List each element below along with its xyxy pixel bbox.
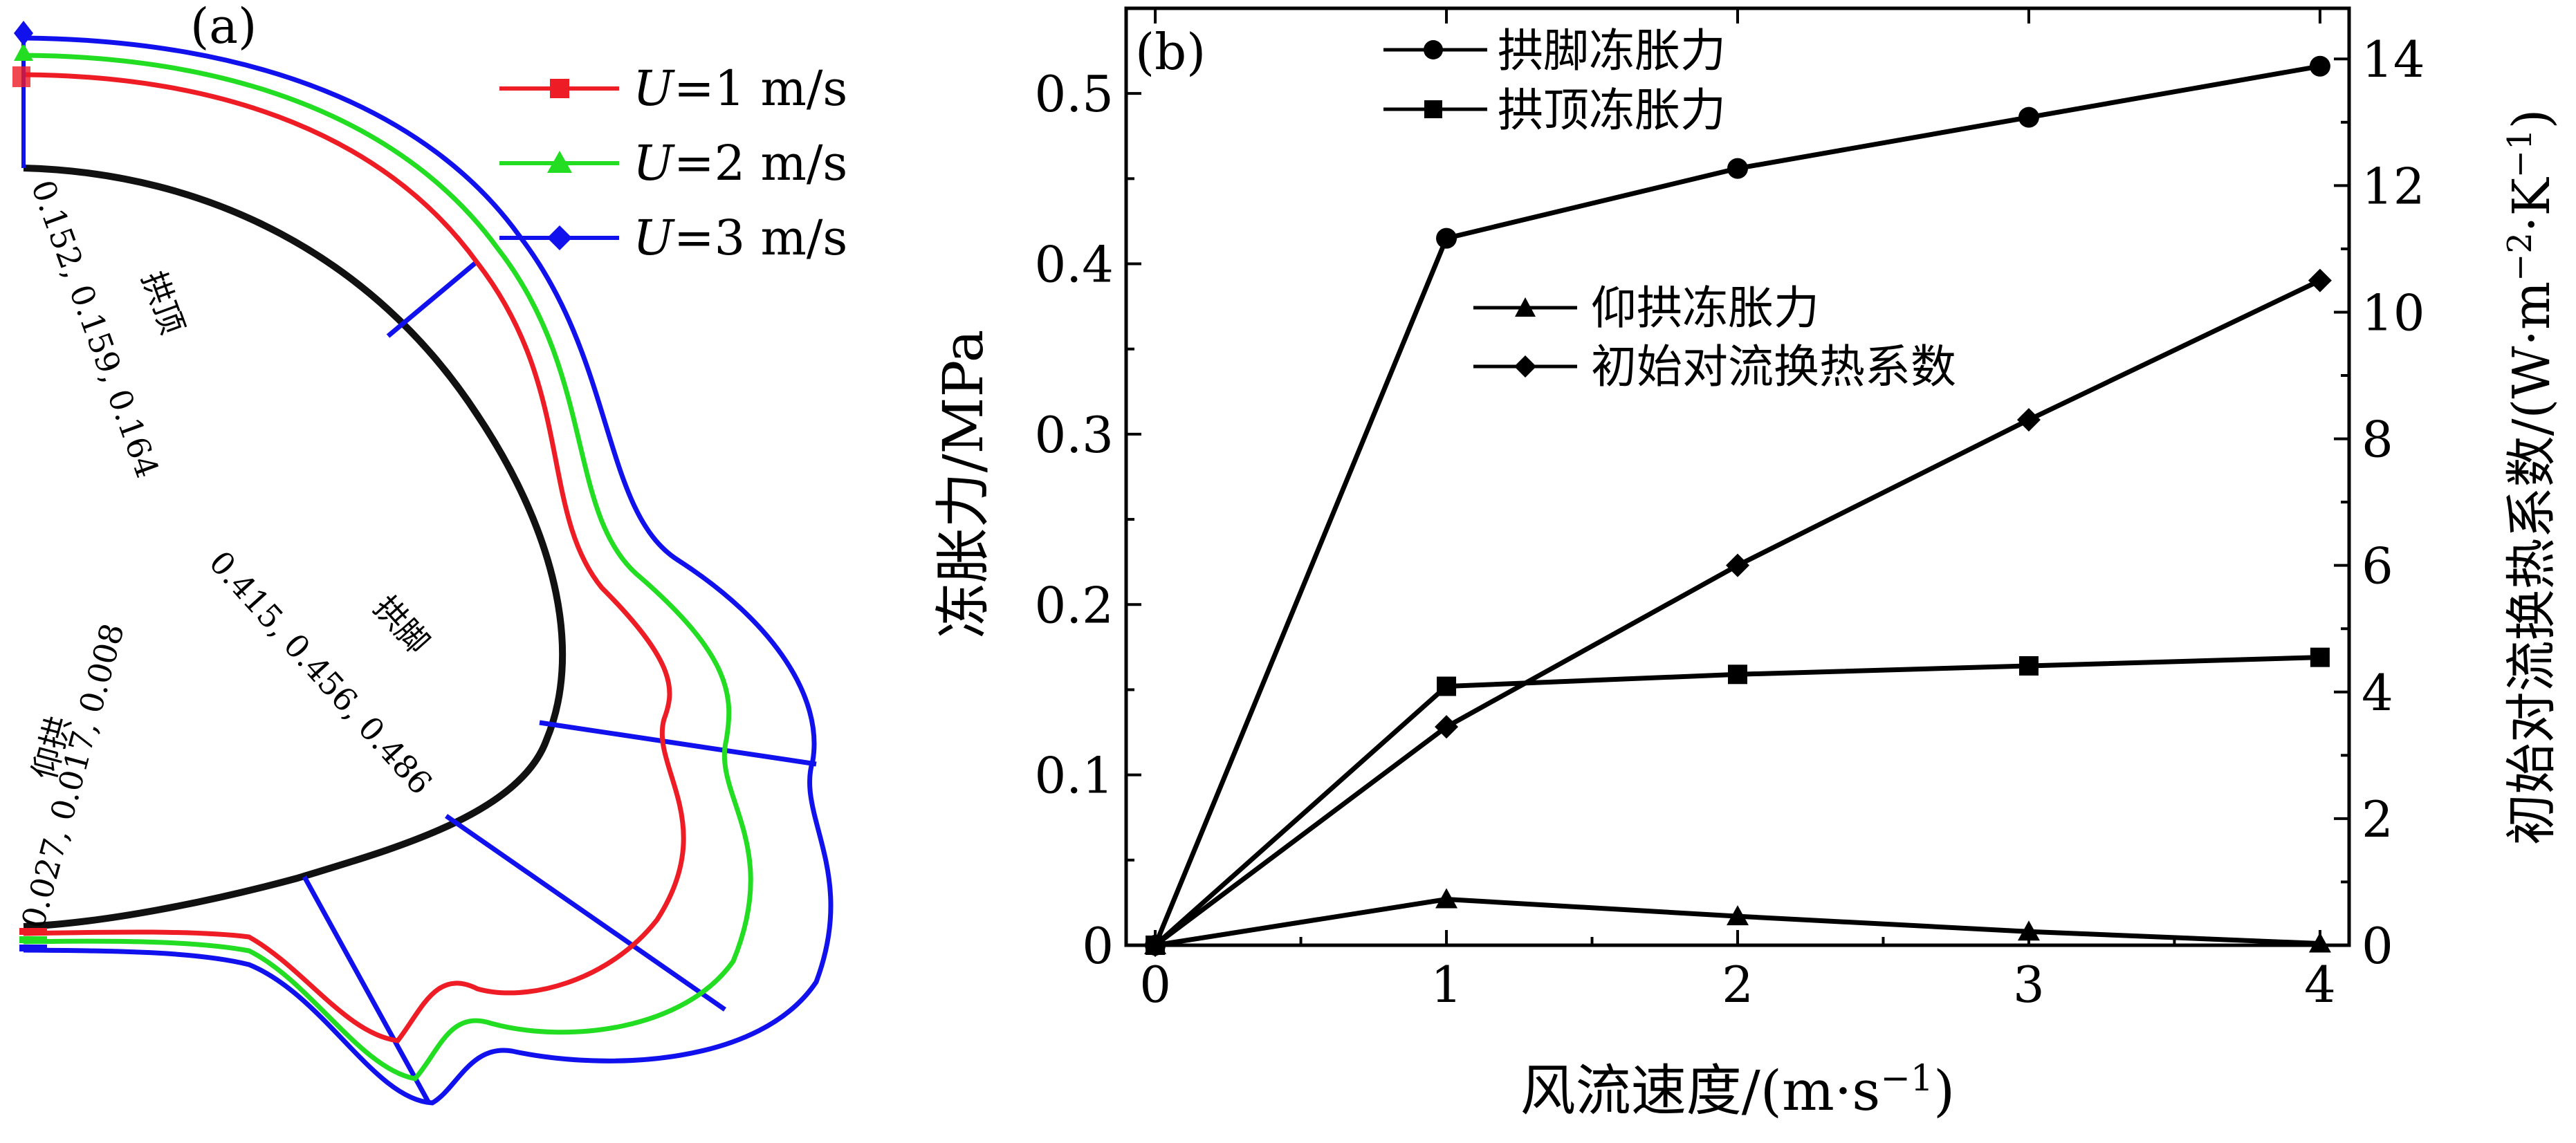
y2-tick-label: 12 — [2362, 157, 2425, 215]
y2-tick-label: 10 — [2362, 284, 2425, 342]
guide-invert — [302, 875, 432, 1104]
point-diamond — [1143, 933, 1168, 957]
y2-tick-label: 8 — [2362, 411, 2393, 469]
y2-tick-label: 2 — [2362, 790, 2393, 848]
series-line-square — [1153, 655, 2321, 947]
panel-a: (a) U=1 m/s — [12, 0, 847, 1106]
point-triangle — [1435, 888, 1458, 909]
point-diamond — [1435, 715, 1459, 739]
y2-axis-title: 初始对流换热系数/(W·m−2·K−1) — [2501, 109, 2561, 846]
x-tick-label: 4 — [2304, 956, 2336, 1014]
plot-frame — [1124, 6, 2351, 947]
svg-text:初始对流换热系数: 初始对流换热系数 — [1591, 340, 1956, 393]
svg-text:U=1 m/s: U=1 m/s — [633, 60, 847, 117]
series-layer — [1143, 55, 2332, 957]
y2-tick-label: 4 — [2362, 664, 2393, 722]
annotation-crown-values: 0.152, 0.159, 0.164 — [24, 175, 167, 483]
legend-u3: U=3 m/s — [499, 210, 847, 266]
legend-triangle-marker — [547, 151, 572, 173]
legend-u2: U=2 m/s — [499, 135, 847, 192]
svg-text:拱顶冻胀力: 拱顶冻胀力 — [1498, 84, 1726, 137]
invert-marker-red — [19, 928, 47, 935]
panel-a-legend: U=1 m/s U=2 m/s U=3 m/s — [499, 60, 847, 266]
legend-item-arch-crown: 拱顶冻胀力 — [1383, 84, 1726, 137]
legend-diamond-marker — [1514, 355, 1536, 378]
x-tick-label: 3 — [2013, 956, 2045, 1014]
svg-text:U=2 m/s: U=2 m/s — [633, 135, 847, 192]
annotation-haunch-name: 拱脚 — [367, 588, 437, 661]
x-tick-label: 0 — [1139, 956, 1171, 1014]
point-square — [2018, 656, 2039, 676]
y2-tick-label: 0 — [2362, 917, 2393, 975]
svg-text:拱脚冻胀力: 拱脚冻胀力 — [1498, 24, 1726, 77]
y-tick-label: 0.1 — [1034, 747, 1114, 805]
y-tick-label: 0.3 — [1034, 406, 1114, 464]
point-circle — [2309, 55, 2330, 77]
legend-u1: U=1 m/s — [499, 60, 847, 117]
point-triangle — [1727, 905, 1749, 926]
point-circle — [1436, 227, 1457, 249]
svg-text:仰拱冻胀力: 仰拱冻胀力 — [1591, 281, 1819, 335]
legend-triangle-marker — [1515, 297, 1536, 317]
point-square — [1437, 676, 1457, 696]
panel-a-label: (a) — [190, 0, 257, 55]
point-square — [2310, 647, 2330, 667]
y-axis-title: 冻胀力/MPa — [931, 330, 995, 639]
guide-haunch-lower — [445, 814, 726, 1012]
x-tick-label: 1 — [1430, 956, 1462, 1014]
curve-u1 — [23, 72, 686, 1043]
invert-marker-blue — [19, 945, 47, 951]
section-guides — [302, 259, 817, 1104]
crown-marker-red — [12, 66, 30, 87]
panel-b-legend: 拱脚冻胀力 拱顶冻胀力 仰拱冻胀力 初始对流换热系数 — [1383, 24, 1956, 393]
tunnel-lining — [23, 165, 567, 930]
y-tick-label: 0 — [1082, 917, 1114, 975]
y-axis-right: 0 2 4 6 8 10 12 14 — [2334, 30, 2425, 975]
crown-marker-green — [14, 43, 33, 61]
y2-tick-label: 14 — [2362, 30, 2425, 89]
point-diamond — [1726, 553, 1749, 577]
legend-square-marker — [550, 79, 569, 98]
crown-marker-blue — [14, 21, 33, 46]
y2-tick-label: 6 — [2362, 537, 2393, 595]
annotation-haunch: 拱脚 0.415, 0.456, 0.486 — [202, 543, 440, 801]
curve-u3 — [23, 35, 834, 1106]
legend-item-invert: 仰拱冻胀力 — [1473, 281, 1819, 335]
point-diamond — [2016, 408, 2041, 432]
point-circle — [1727, 158, 1748, 179]
svg-text:U=3 m/s: U=3 m/s — [633, 210, 847, 266]
y-tick-label: 0.4 — [1034, 236, 1114, 294]
invert-marker-green — [19, 936, 47, 943]
legend-item-arch-foot: 拱脚冻胀力 — [1383, 24, 1726, 77]
annotation-haunch-values: 0.415, 0.456, 0.486 — [202, 543, 440, 801]
x-axis-title: 风流速度/(m·s−1) — [1520, 1058, 1955, 1123]
guide-crown — [386, 259, 479, 338]
point-diamond — [2308, 268, 2332, 292]
panel-b-label: (b) — [1135, 23, 1206, 81]
y-axis-left: 0 0.1 0.2 0.3 0.4 0.5 — [1034, 7, 1141, 975]
point-triangle — [2017, 920, 2040, 941]
legend-item-convection: 初始对流换热系数 — [1473, 340, 1956, 393]
annotation-crown: 拱顶 0.152, 0.159, 0.164 — [24, 175, 192, 483]
curve-u2 — [23, 53, 753, 1081]
guide-haunch-upper — [539, 720, 817, 767]
x-axis: 0 1 2 3 4 — [1139, 8, 2336, 1014]
y-tick-label: 0.2 — [1034, 576, 1114, 634]
point-triangle — [2308, 932, 2331, 953]
point-circle — [2018, 106, 2039, 128]
legend-diamond-marker — [547, 225, 572, 250]
y-tick-label: 0.5 — [1034, 65, 1114, 123]
legend-square-marker — [1424, 100, 1442, 118]
legend-circle-marker — [1424, 40, 1443, 59]
point-square — [1728, 665, 1747, 685]
x-tick-label: 2 — [1722, 956, 1754, 1014]
annotation-invert: 仰拱 0.027, 0.017, 0.008 — [14, 620, 131, 932]
annotation-crown-name: 拱顶 — [135, 266, 192, 339]
